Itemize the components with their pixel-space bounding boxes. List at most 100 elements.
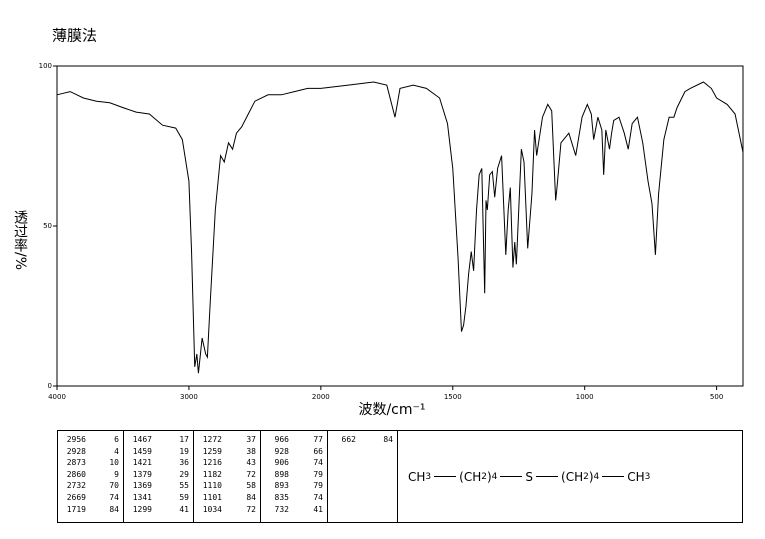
transmittance: 37 bbox=[246, 435, 256, 444]
transmittance: 84 bbox=[246, 492, 256, 502]
peak-row: 1216 43 bbox=[198, 457, 256, 469]
atom-group: (CH bbox=[561, 469, 584, 484]
subscript: 4 bbox=[491, 471, 498, 482]
peak-row: 2860 9 bbox=[62, 469, 119, 481]
x-axis-label: 波数/cm⁻¹ bbox=[358, 402, 425, 418]
y-tick-label: 50 bbox=[43, 222, 52, 230]
peak-column: 1467 17 1459 19 1421 36 1379 29 1369 55 1341 59 1299… bbox=[124, 431, 194, 522]
subscript: 2 bbox=[583, 471, 589, 482]
transmittance: 70 bbox=[109, 481, 119, 491]
x-tick-label: 3000 bbox=[180, 393, 198, 401]
wavenumber: 1034 bbox=[202, 504, 222, 514]
wavenumber: 1341 bbox=[132, 492, 152, 502]
peak-row: 1299 41 bbox=[128, 504, 189, 516]
x-tick-label: 1500 bbox=[444, 393, 462, 401]
transmittance: 84 bbox=[109, 504, 119, 514]
wavenumber: 928 bbox=[274, 446, 289, 456]
peak-row: 1272 37 bbox=[198, 434, 256, 446]
peak-row: 2928 4 bbox=[62, 446, 119, 458]
peak-row: 906 74 bbox=[265, 457, 323, 469]
chart-title: 薄膜法 bbox=[52, 27, 97, 45]
wavenumber: 1379 bbox=[132, 469, 152, 479]
transmittance: 74 bbox=[313, 458, 323, 468]
peak-row: 1719 84 bbox=[62, 504, 119, 516]
peak-row: 928 66 bbox=[265, 446, 323, 458]
peak-row: 966 77 bbox=[265, 434, 323, 446]
x-tick-label: 4000 bbox=[48, 393, 66, 401]
wavenumber: 2873 bbox=[66, 458, 86, 468]
peak-row: 1467 17 bbox=[128, 434, 189, 446]
bond bbox=[602, 476, 625, 477]
transmittance: 10 bbox=[109, 458, 119, 468]
peak-row: 1459 19 bbox=[128, 446, 189, 458]
peak-row: 732 41 bbox=[265, 504, 323, 516]
y-axis-label: 透过率/% bbox=[12, 210, 28, 270]
peak-column: 966 77 928 66 906 74 898 79 893 79 835 74 732 41 bbox=[261, 431, 328, 522]
subscript: 4 bbox=[593, 471, 600, 482]
wavenumber: 2956 bbox=[66, 435, 86, 444]
transmittance: 72 bbox=[246, 469, 256, 479]
wavenumber: 1467 bbox=[132, 435, 152, 444]
peak-row: 1259 38 bbox=[198, 446, 256, 458]
wavenumber: 966 bbox=[274, 435, 289, 444]
subscript: 2 bbox=[481, 471, 487, 482]
wavenumber: 1369 bbox=[132, 481, 152, 491]
transmittance: 55 bbox=[179, 481, 189, 491]
atom-group: CH bbox=[627, 469, 645, 484]
peak-row: 893 79 bbox=[265, 480, 323, 492]
structure: CH 3 (CH 2) 4 S (CH 2) 4 CH 3 bbox=[398, 431, 742, 522]
peak-column: 662 84 bbox=[328, 431, 398, 522]
transmittance: 41 bbox=[313, 504, 323, 514]
wavenumber: 1182 bbox=[202, 469, 222, 479]
spectrum-line bbox=[56, 81, 744, 374]
wavenumber: 1421 bbox=[132, 458, 152, 468]
transmittance: 74 bbox=[313, 492, 323, 502]
wavenumber: 898 bbox=[274, 469, 289, 479]
peak-column: 2956 6 2928 4 2873 10 2860 9 2732 70 2669 74 1719 84 bbox=[58, 431, 124, 522]
x-tick-label: 1000 bbox=[576, 393, 594, 401]
wavenumber: 2669 bbox=[66, 492, 86, 502]
peak-row: 1034 72 bbox=[198, 504, 256, 516]
wavenumber: 1719 bbox=[66, 504, 86, 514]
transmittance: 38 bbox=[246, 446, 256, 456]
bond bbox=[434, 476, 457, 477]
y-tick-label: 100 bbox=[39, 62, 52, 70]
transmittance: 9 bbox=[114, 469, 119, 479]
x-tick-label: 2000 bbox=[312, 393, 330, 401]
wavenumber: 1110 bbox=[202, 481, 222, 491]
transmittance: 79 bbox=[313, 469, 323, 479]
wavenumber: 732 bbox=[274, 504, 289, 514]
transmittance: 59 bbox=[179, 492, 189, 502]
peak-column: 1272 37 1259 38 1216 43 1182 72 1110 58 1101 84 1034… bbox=[194, 431, 261, 522]
peak-row: 2873 10 bbox=[62, 457, 119, 469]
transmittance: 19 bbox=[179, 446, 189, 456]
transmittance: 6 bbox=[114, 435, 119, 444]
y-tick-label: 0 bbox=[48, 382, 52, 390]
peak-row: 898 79 bbox=[265, 469, 323, 481]
transmittance: 72 bbox=[246, 504, 256, 514]
transmittance: 84 bbox=[383, 435, 393, 444]
transmittance: 58 bbox=[246, 481, 256, 491]
atom-group: ) bbox=[588, 469, 594, 484]
peak-row: 1369 55 bbox=[128, 480, 189, 492]
wavenumber: 906 bbox=[274, 458, 289, 468]
peak-row: 662 84 bbox=[332, 434, 393, 446]
peak-row: 2669 74 bbox=[62, 492, 119, 504]
peak-row: 1110 58 bbox=[198, 480, 256, 492]
peak-row: 835 74 bbox=[265, 492, 323, 504]
wavenumber: 662 bbox=[341, 435, 356, 444]
transmittance: 36 bbox=[179, 458, 189, 468]
x-tick-label: 500 bbox=[710, 393, 723, 401]
wavenumber: 1272 bbox=[202, 435, 222, 444]
bond bbox=[536, 476, 559, 477]
wavenumber: 893 bbox=[274, 481, 289, 491]
peak-row: 1101 84 bbox=[198, 492, 256, 504]
transmittance: 4 bbox=[114, 446, 119, 456]
peak-row: 1421 36 bbox=[128, 457, 189, 469]
transmittance: 79 bbox=[313, 481, 323, 491]
peak-row: 1341 59 bbox=[128, 492, 189, 504]
atom-group: (CH bbox=[459, 469, 482, 484]
wavenumber: 1459 bbox=[132, 446, 152, 456]
bond bbox=[500, 476, 523, 477]
